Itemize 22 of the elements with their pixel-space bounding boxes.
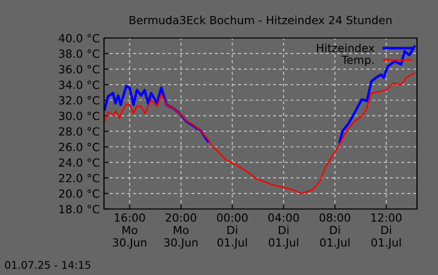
- y-tick-label: 40.0 °C: [58, 34, 100, 42]
- x-tick-label: 04:00 Di 01.Jul: [268, 213, 299, 249]
- x-tick-label: 16:00 Mo 30.Jun: [112, 213, 146, 249]
- y-tick-label: 36.0 °C: [59, 65, 100, 74]
- y-tick-label: 34.0 °C: [59, 80, 100, 90]
- y-tick-label: 38.0 °C: [59, 50, 100, 58]
- x-tick-label: 00:00 Di 01.Jul: [217, 213, 248, 249]
- x-tick-label: 20:00 Mo 30.Jun: [164, 213, 198, 249]
- y-tick-label: 32.0 °C: [59, 96, 100, 105]
- legend-label: Hitzeindex: [317, 44, 374, 52]
- legend-label: Temp.: [342, 56, 374, 66]
- y-tick-label: 26.0 °C: [59, 142, 100, 152]
- chart-title: Bermuda3Eck Bochum - Hitzeindex 24 Stunden: [130, 16, 392, 24]
- y-tick-label: 22.0 °C: [59, 174, 100, 182]
- text: 01.07.25 - 14:15: [5, 260, 90, 269]
- y-tick-label: 24.0 °C: [59, 158, 100, 167]
- x-tick-label: 08:00 Di 01.Jul: [320, 213, 350, 249]
- y-tick-label: 28.0 °C: [59, 127, 100, 136]
- x-tick-label: 12:00 Di 01.Jul: [371, 213, 402, 249]
- y-tick-label: 18.0 °C: [59, 204, 100, 214]
- y-tick-label: 20.0 °C: [59, 189, 100, 198]
- y-tick-label: 30.0 °C: [59, 112, 100, 120]
